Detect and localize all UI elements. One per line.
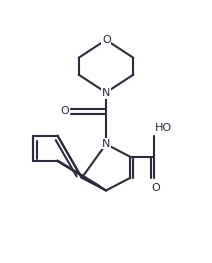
Text: O: O [151, 183, 160, 193]
Text: O: O [102, 35, 111, 45]
Text: N: N [102, 88, 110, 98]
Text: N: N [102, 139, 110, 149]
Text: O: O [60, 107, 69, 117]
Text: HO: HO [155, 123, 173, 133]
